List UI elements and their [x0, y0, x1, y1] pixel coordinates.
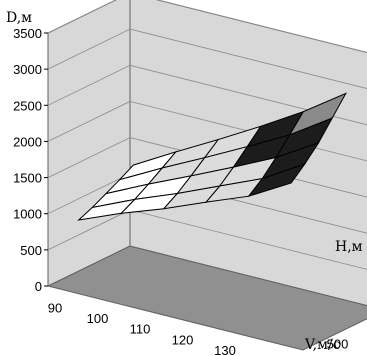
z-tick-label: 3000	[13, 62, 42, 77]
x-tick-label: 130	[214, 343, 236, 356]
left-wall	[48, 0, 130, 286]
z-tick-label: 1500	[13, 171, 42, 186]
x-axis-label: V,м/с	[304, 337, 341, 353]
z-tick-label: 3500	[13, 26, 42, 41]
z-tick-label: 500	[20, 243, 42, 258]
x-tick-label: 100	[87, 311, 109, 326]
z-tick-label: 2500	[13, 98, 42, 113]
z-tick-label: 0	[35, 279, 42, 294]
z-tick-label: 2000	[13, 134, 42, 149]
z-axis-label: D,м	[6, 10, 32, 26]
z-tick-label: 1000	[13, 207, 42, 222]
x-tick-label: 90	[48, 300, 62, 315]
y-axis-label: H,м	[335, 239, 363, 255]
x-tick-label: 110	[130, 322, 151, 337]
x-tick-label: 120	[172, 332, 194, 347]
